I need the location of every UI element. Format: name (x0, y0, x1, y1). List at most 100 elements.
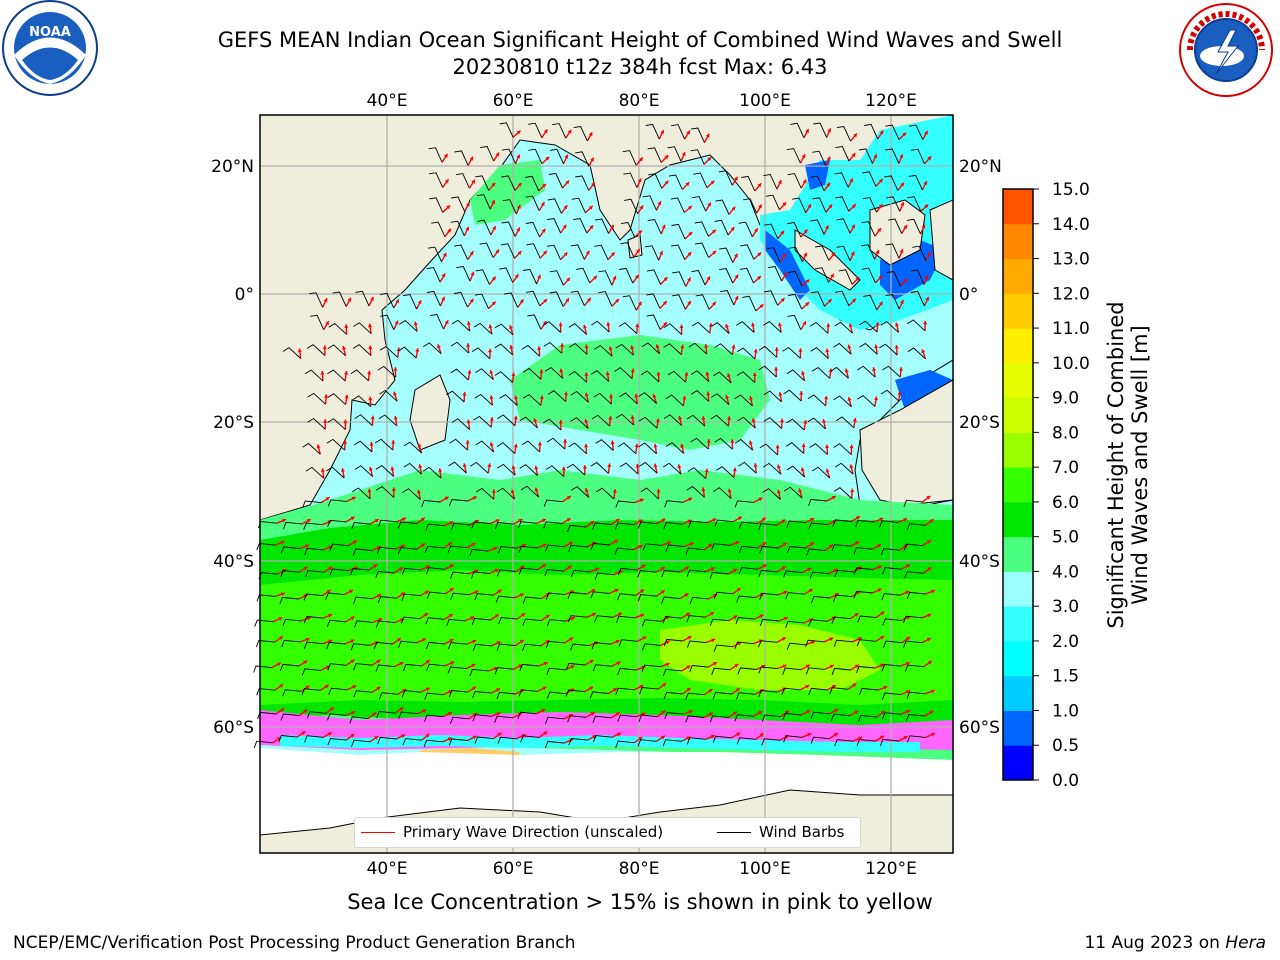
wave-arrow-head (784, 710, 789, 715)
wave-arrow-head (805, 664, 810, 669)
wind-barb (886, 196, 901, 212)
wind-barb (501, 175, 516, 191)
wind-barb (694, 242, 710, 258)
wind-barb (522, 618, 542, 626)
wave-arrow-head (775, 444, 780, 449)
wind-barb (398, 346, 417, 359)
wind-barb (856, 666, 875, 674)
wave-arrow-head (803, 229, 808, 234)
wind-barb (786, 642, 806, 650)
wave-arrow-head (488, 348, 493, 353)
wave-arrow-head (341, 468, 345, 472)
wind-barb (373, 641, 393, 650)
wind-barb (618, 639, 638, 647)
wind-barb (617, 593, 636, 601)
wind-barb (903, 543, 923, 551)
wave-arrow-head (831, 252, 835, 257)
wind-barb (786, 369, 805, 382)
wave-arrow-head (367, 370, 372, 375)
wind-barb (306, 711, 326, 719)
wave-arrow-head (449, 588, 454, 592)
wave-arrow-head (730, 439, 735, 443)
wind-barb (690, 437, 709, 450)
colorbar-band (1003, 362, 1033, 399)
wind-barb (570, 486, 590, 498)
colorbar-tick-label: 15.0 (1052, 180, 1090, 200)
wind-barb (447, 545, 467, 553)
wave-arrow-head (591, 182, 595, 187)
wind-barb (527, 314, 542, 330)
wind-barb (617, 567, 637, 576)
wave-arrow-head (425, 687, 430, 692)
wind-barb (785, 592, 805, 600)
wave-arrow-head (749, 396, 753, 400)
wave-arrow-head (657, 201, 662, 206)
wind-barb (661, 596, 681, 604)
wave-arrow-head (829, 637, 834, 642)
wave-arrow-head (558, 322, 563, 326)
wave-arrow-head (305, 637, 310, 642)
wave-arrow-head (661, 224, 666, 229)
wave-arrow-head (543, 299, 548, 303)
wind-barb (474, 293, 489, 309)
wind-barb (448, 738, 468, 746)
wave-arrow-head (562, 224, 567, 229)
wind-barb (711, 667, 731, 675)
wave-arrow-head (641, 712, 646, 717)
wind-barb (301, 688, 321, 696)
wave-arrow-head (780, 230, 784, 235)
wave-arrow-head (877, 228, 881, 233)
wave-arrow-head (541, 228, 546, 233)
wind-barb (853, 547, 873, 555)
wind-barb (307, 392, 326, 405)
wave-arrow-head (704, 468, 709, 473)
wind-barb (307, 417, 326, 430)
wave-arrow-head (872, 367, 877, 371)
wind-barb (829, 687, 849, 695)
wave-arrow-head (496, 711, 501, 716)
wind-barb (858, 148, 873, 164)
wave-arrow-head (638, 737, 643, 741)
wave-arrow-head (324, 684, 329, 689)
wave-arrow-head (320, 371, 325, 375)
wave-arrow-head (781, 519, 786, 524)
wind-barb (637, 594, 657, 602)
wave-arrow-head (276, 662, 281, 667)
wave-arrow-head (615, 712, 620, 716)
wind-barb (327, 369, 346, 382)
wave-arrow-head (466, 321, 471, 325)
wind-barb (617, 442, 637, 455)
wind-barb (782, 712, 802, 721)
wind-barb (427, 246, 442, 262)
wind-barb (880, 321, 899, 333)
wind-barb (811, 367, 831, 379)
wind-barb (885, 148, 900, 164)
wind-barb (861, 221, 876, 237)
wind-barb (425, 641, 445, 650)
wave-arrow-head (401, 544, 405, 549)
wave-arrow-head (732, 711, 737, 716)
wind-barb (736, 692, 755, 700)
wave-arrow-head (545, 156, 550, 161)
wind-barb (809, 571, 829, 579)
wind-barb (768, 266, 783, 282)
wind-barb (475, 368, 494, 380)
wave-arrow-head (378, 618, 383, 622)
wave-arrow-head (687, 206, 692, 210)
wave-arrow-head (534, 487, 539, 492)
wave-arrow-head (303, 709, 308, 714)
wave-arrow-head (926, 637, 931, 642)
wave-arrow-head (469, 156, 474, 161)
wave-arrow-head (343, 419, 348, 424)
wave-arrow-head (710, 180, 715, 185)
wind-barb (622, 295, 637, 311)
wind-barb (863, 294, 878, 310)
wind-barb (255, 640, 275, 648)
wave-arrow-head (595, 567, 600, 572)
wind-barb (904, 571, 924, 579)
wind-barb (544, 367, 564, 379)
wind-barb (614, 522, 634, 530)
wind-barb (835, 290, 850, 306)
wave-arrow-head (712, 301, 716, 306)
wave-arrow-head (325, 497, 330, 501)
